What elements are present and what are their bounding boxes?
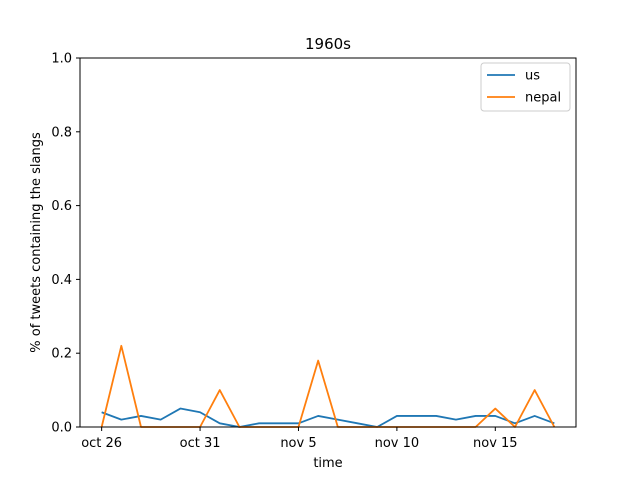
x-axis: oct 26 oct 31 nov 5 nov 10 nov 15 [81,427,518,451]
x-axis-label: time [313,456,342,471]
y-tick-label: 0.8 [51,125,72,140]
legend-label-us: us [525,69,540,84]
series-layer [100,344,556,428]
x-tick-label: nov 10 [375,436,420,451]
series-line-us [101,407,555,428]
y-tick-label: 0.4 [51,273,72,288]
x-tick-label: oct 26 [81,436,122,451]
chart-title: 1960s [305,35,351,53]
y-axis: 0.0 0.2 0.4 0.6 0.8 1.0 [51,52,80,436]
x-tick-label: nov 5 [280,436,316,451]
y-tick-label: 0.0 [51,421,72,436]
y-tick-label: 0.2 [51,347,72,362]
legend: us nepal [480,62,571,112]
legend-label-nepal: nepal [525,91,561,106]
x-tick-label: oct 31 [180,436,221,451]
y-tick-label: 0.6 [51,199,72,214]
x-tick-label: nov 15 [473,436,518,451]
y-axis-label: % of tweets containing the slangs [29,132,44,353]
y-tick-label: 1.0 [51,52,72,67]
plot-frame [79,57,577,428]
